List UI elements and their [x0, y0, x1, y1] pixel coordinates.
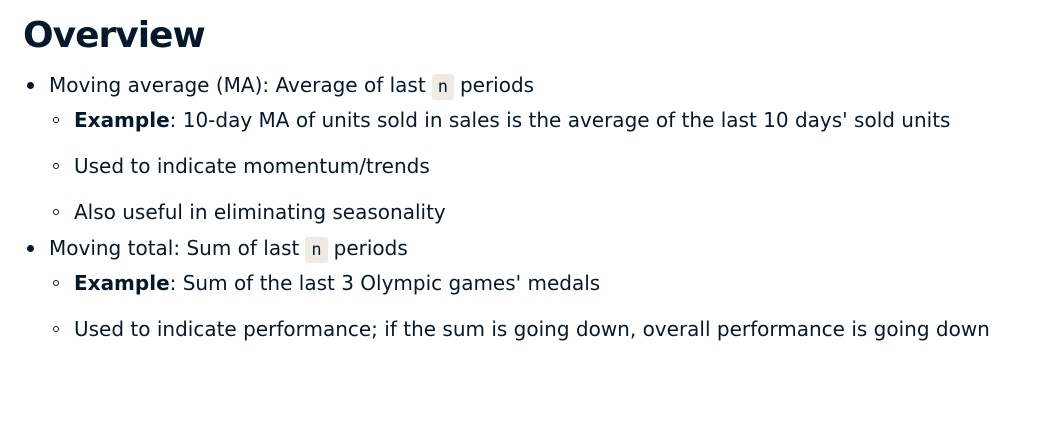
page-title: Overview — [23, 15, 206, 56]
bullet-moving-total: Moving total: Sum of last n periods Exampl… — [23, 234, 1023, 347]
circle-bullet-icon — [53, 326, 59, 332]
bullet-tail-text: periods — [459, 73, 535, 97]
bullet-tail-text: periods — [333, 236, 408, 260]
sub-bullet-text: Also useful in eliminating seasonality — [74, 200, 446, 224]
sub-bullet-list: Example: Sum of the last 3 Olympic games… — [49, 266, 1023, 347]
example-label: Example — [74, 271, 170, 295]
inline-code: n — [305, 237, 328, 263]
bullet-list: Moving average (MA): Average of last n per… — [23, 71, 1023, 347]
sub-bullet-example: Example: Sum of the last 3 Olympic games… — [49, 266, 1023, 301]
sub-bullet-example: Example: 10-day MA of units sold in sale… — [49, 103, 1023, 138]
bullet-dot-icon — [27, 82, 34, 89]
sub-bullet-text: : Sum of the last 3 Olympic games' medal… — [169, 271, 601, 295]
sub-bullet-performance: Used to indicate performance; if the sum… — [49, 312, 1023, 347]
bullet-moving-average: Moving average (MA): Average of last n per… — [23, 71, 1023, 230]
sub-bullet-text: : 10-day MA of units sold in sales is th… — [169, 108, 951, 132]
circle-bullet-icon — [53, 117, 59, 123]
sub-bullet-text: Used to indicate performance; if the sum… — [74, 317, 990, 341]
inline-code: n — [431, 74, 454, 100]
sub-bullet-text: Used to indicate momentum/trends — [74, 154, 430, 178]
circle-bullet-icon — [53, 209, 59, 215]
bullet-lead-text: Moving average (MA): Average of last — [49, 73, 426, 97]
sub-bullet-list: Example: 10-day MA of units sold in sale… — [49, 103, 1023, 230]
circle-bullet-icon — [53, 280, 59, 286]
bullet-lead-text: Moving total: Sum of last — [49, 236, 300, 260]
sub-bullet-seasonality: Also useful in eliminating seasonality — [49, 195, 1023, 230]
sub-bullet-momentum: Used to indicate momentum/trends — [49, 149, 1023, 184]
circle-bullet-icon — [53, 163, 59, 169]
bullet-dot-icon — [27, 245, 34, 252]
example-label: Example — [74, 108, 170, 132]
